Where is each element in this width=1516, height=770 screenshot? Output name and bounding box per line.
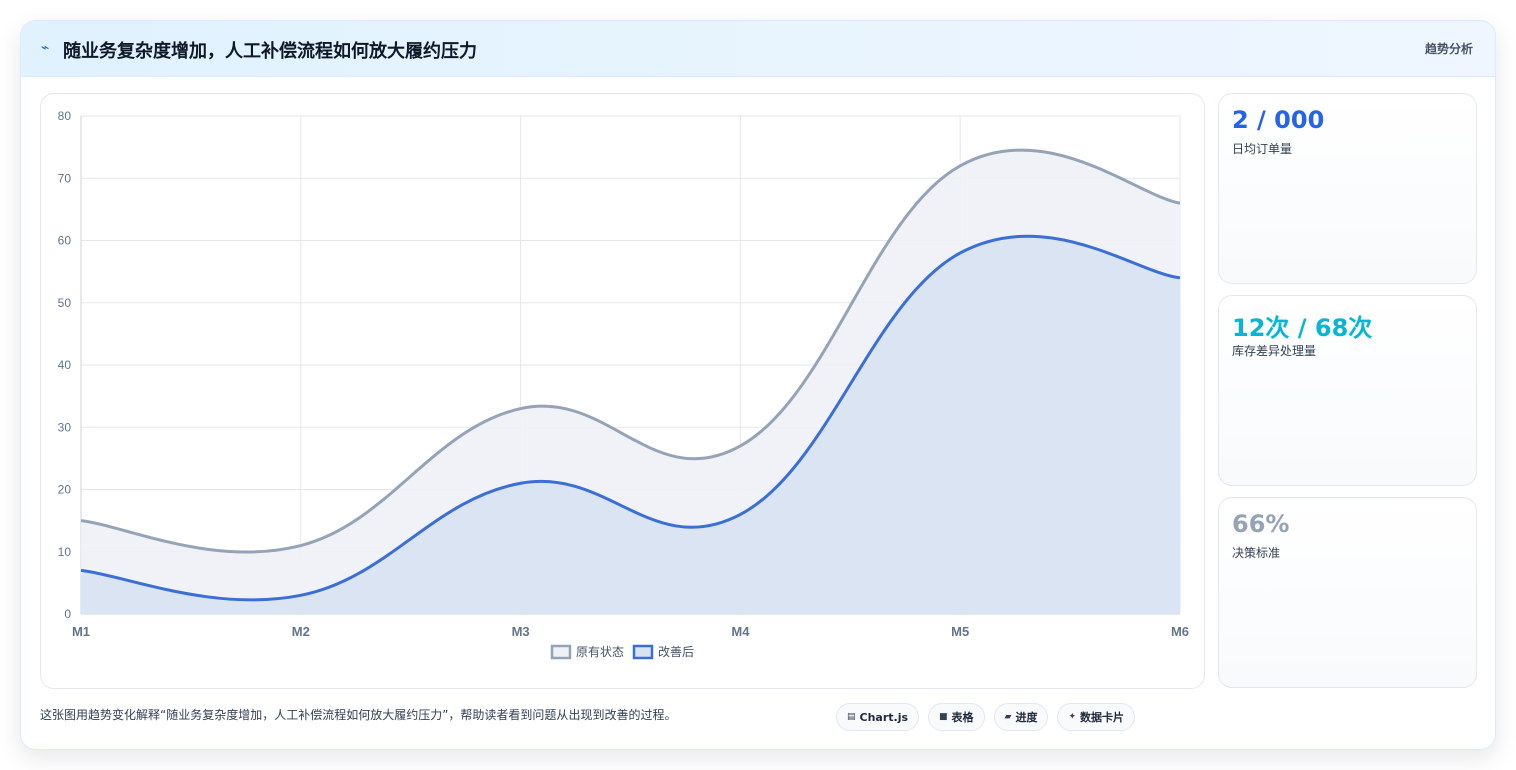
- stat-card-inventory-diff: 12次 / 68次 库存差异处理量: [1218, 295, 1477, 486]
- chip-label: 表格: [951, 711, 974, 724]
- chip-chartjs[interactable]: ▤ Chart.js: [836, 703, 920, 731]
- stat-label: 库存差异处理量: [1232, 344, 1317, 358]
- legend-swatch: [632, 644, 654, 660]
- legend-label: 原有状态: [576, 645, 624, 659]
- y-tick-label: 80: [58, 109, 72, 123]
- y-tick-label: 50: [58, 296, 72, 310]
- y-tick-label: 20: [58, 483, 72, 497]
- stat-value: 12次 / 68次: [1232, 314, 1373, 342]
- feature-chips: ▤ Chart.js ■ 表格 ▰ 进度 ✦ 数据卡片: [836, 703, 1136, 731]
- series-area-1: [81, 236, 1180, 614]
- stat-card-daily-orders: 2 / 000 日均订单量: [1218, 93, 1477, 284]
- y-tick-label: 10: [58, 545, 72, 559]
- sparkle-icon: ✦: [1068, 712, 1077, 722]
- x-tick-label: M2: [292, 624, 310, 639]
- x-tick-label: M3: [512, 624, 530, 639]
- y-tick-label: 0: [64, 607, 71, 621]
- y-tick-label: 40: [58, 358, 72, 372]
- y-tick-label: 60: [58, 234, 72, 248]
- page-title: 随业务复杂度增加，人工补偿流程如何放大履约压力: [63, 41, 477, 62]
- y-tick-label: 30: [58, 420, 72, 434]
- x-tick-label: M1: [72, 624, 90, 639]
- chart-description: 这张图用趋势变化解释“随业务复杂度增加，人工补偿流程如何放大履约压力”，帮助读者…: [40, 708, 677, 722]
- chip-label: Chart.js: [859, 710, 909, 724]
- legend-label: 改善后: [658, 644, 694, 659]
- trend-line-icon: ⌁: [41, 40, 50, 56]
- stat-value: 2 / 000: [1232, 106, 1325, 134]
- table-icon: ■: [939, 712, 948, 722]
- chip-data-card[interactable]: ✦ 数据卡片: [1057, 703, 1136, 731]
- chip-progress[interactable]: ▰ 进度: [993, 703, 1049, 731]
- stat-label: 日均订单量: [1232, 142, 1293, 156]
- progress-icon: ▰: [1004, 712, 1012, 722]
- stat-label: 决策标准: [1232, 546, 1281, 560]
- series-line-0: [80, 148, 1181, 554]
- chip-label: 数据卡片: [1080, 711, 1125, 724]
- header-tag: 趋势分析: [1424, 42, 1473, 56]
- stat-card-decision-standard: 66% 决策标准: [1218, 497, 1477, 688]
- chart-icon: ▤: [847, 712, 856, 722]
- x-tick-label: M5: [951, 624, 969, 639]
- chip-table[interactable]: ■ 表格: [928, 703, 985, 731]
- x-tick-label: M4: [731, 624, 750, 639]
- series-line-1: [80, 234, 1181, 602]
- x-tick-label: M6: [1171, 624, 1189, 639]
- stat-value: 66%: [1232, 510, 1290, 538]
- chart-panel: 0 10 20 30 40 50 60 70 80 M1 M2 M3 M4 M5 M6 原有状态 改善后: [40, 93, 1205, 689]
- legend-swatch: [550, 644, 572, 660]
- dashboard-card: ⌁ 随业务复杂度增加，人工补偿流程如何放大履约压力 趋势分析 0 10 20 30 40…: [20, 20, 1496, 750]
- y-tick-label: 70: [58, 171, 72, 185]
- area-chart: 0 10 20 30 40 50 60 70 80 M1 M2 M3 M4 M5 M6 原有状态 改善后: [58, 109, 1189, 660]
- chip-label: 进度: [1015, 711, 1038, 724]
- card-header: ⌁ 随业务复杂度增加，人工补偿流程如何放大履约压力 趋势分析: [21, 21, 1495, 77]
